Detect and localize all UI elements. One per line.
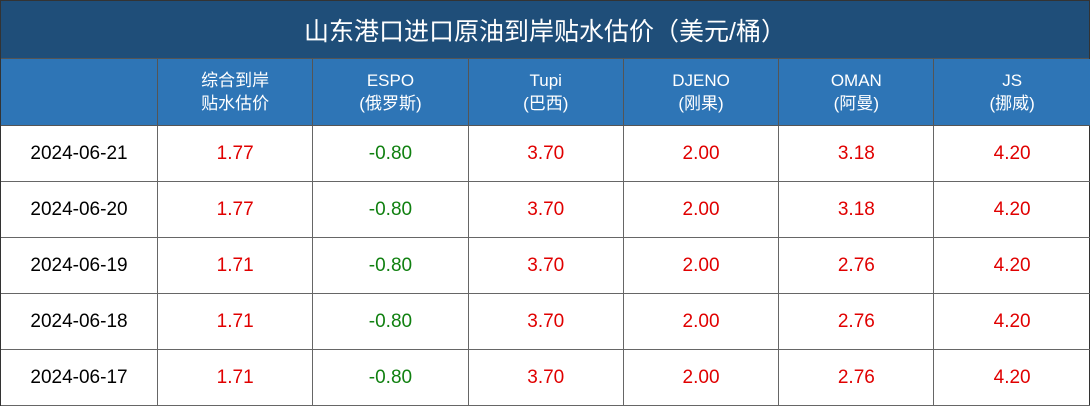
header-cell: JS (挪威): [934, 59, 1090, 126]
value-cell: 2.76: [779, 350, 935, 406]
header-line: DJENO: [672, 71, 730, 90]
date-cell: 2024-06-21: [1, 126, 158, 182]
value-cell: 2.76: [779, 294, 935, 350]
header-line: (巴西): [523, 94, 569, 113]
value-cell: -0.80: [313, 182, 469, 238]
header-line: 贴水估价: [201, 94, 270, 113]
value-cell: -0.80: [313, 126, 469, 182]
table: 综合到岸贴水估价 ESPO (俄罗斯) Tupi (巴西) DJENO (刚果) OMAN (阿…: [1, 59, 1090, 406]
header-line: OMAN: [830, 71, 882, 90]
value-cell: 2.76: [779, 238, 935, 294]
header-cell: OMAN (阿曼): [779, 59, 935, 126]
date-cell: 2024-06-17: [1, 350, 158, 406]
header-cell: ESPO (俄罗斯): [313, 59, 469, 126]
header-cell: Tupi (巴西): [468, 59, 624, 126]
value-cell: 3.70: [468, 350, 624, 406]
value-cell: 3.18: [779, 182, 935, 238]
value-cell: 1.77: [158, 182, 314, 238]
header-line: (俄罗斯): [359, 94, 422, 113]
value-cell: 2.00: [623, 238, 780, 294]
value-cell: -0.80: [313, 350, 469, 406]
value-cell: 4.20: [934, 350, 1090, 406]
header-line: (刚果): [678, 94, 724, 113]
value-cell: 4.20: [934, 182, 1090, 238]
header-line: (阿曼): [833, 94, 879, 113]
date-cell: 2024-06-19: [1, 238, 158, 294]
header-line: 综合到岸: [201, 71, 270, 90]
value-cell: 3.18: [779, 126, 935, 182]
value-cell: 1.71: [158, 350, 314, 406]
header-cell: DJENO (刚果): [623, 59, 780, 126]
value-cell: 1.77: [158, 126, 314, 182]
header-cell-corner: [1, 59, 158, 126]
title: 山东港口进口原油到岸贴水估价（美元/桶）: [1, 1, 1089, 59]
header-line: (挪威): [989, 94, 1035, 113]
value-cell: 1.71: [158, 294, 314, 350]
value-cell: 4.20: [934, 294, 1090, 350]
header-cell: 综合到岸 贴水估价: [158, 59, 314, 126]
value-cell: 2.00: [623, 294, 780, 350]
header-line: JS: [1002, 71, 1023, 90]
value-cell: 4.20: [934, 238, 1090, 294]
value-cell: -0.80: [313, 294, 469, 350]
value-cell: 3.70: [468, 294, 624, 350]
value-cell: 2.00: [623, 182, 780, 238]
value-cell: 2.00: [623, 126, 780, 182]
header-line: ESPO: [366, 71, 415, 90]
value-cell: 2.00: [623, 350, 780, 406]
value-cell: 3.70: [468, 182, 624, 238]
value-cell: 1.71: [158, 238, 314, 294]
value-cell: 3.70: [468, 238, 624, 294]
date-cell: 2024-06-20: [1, 182, 158, 238]
value-cell: 4.20: [934, 126, 1090, 182]
value-cell: 3.70: [468, 126, 624, 182]
date-cell: 2024-06-18: [1, 294, 158, 350]
value-cell: -0.80: [313, 238, 469, 294]
header-line: Tupi: [529, 71, 562, 90]
